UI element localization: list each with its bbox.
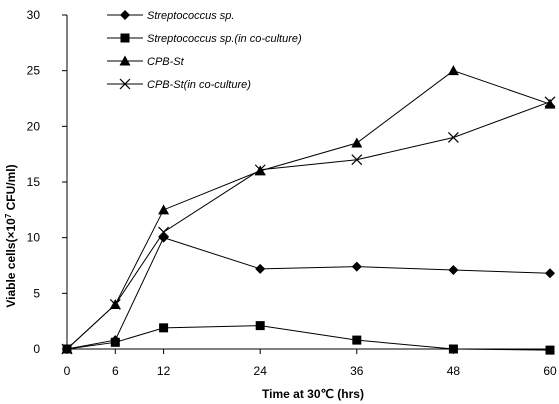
cross-marker xyxy=(109,299,121,310)
cross-marker xyxy=(254,164,266,176)
cross-stroke xyxy=(119,78,131,90)
triangle-marker xyxy=(158,204,170,215)
cross-stroke xyxy=(447,132,459,143)
square-marker xyxy=(352,335,362,345)
cross-stroke xyxy=(109,299,121,310)
axes: 0 5 10 15 20 25 30 0 6 12 24 36 48 60 xyxy=(27,8,557,378)
y-axis-title-suffix: CFU/ml) xyxy=(4,164,18,213)
x-tick-label: 24 xyxy=(254,364,268,378)
series-4 xyxy=(61,96,556,355)
y-axis-title-exponent: 7 xyxy=(4,213,13,218)
cross-stroke xyxy=(544,96,556,108)
series-line xyxy=(66,101,551,350)
series-line xyxy=(66,325,551,351)
cross-stroke xyxy=(254,164,266,176)
square-marker xyxy=(255,321,265,331)
legend-item-3: CPB-St xyxy=(107,55,185,68)
y-tick-label: 5 xyxy=(33,286,40,300)
series-3 xyxy=(61,65,556,354)
x-axis-title: Time at 30℃ (hrs) xyxy=(262,387,364,401)
triangle-marker xyxy=(544,98,556,109)
legend: Streptococcus sp. Streptococcus sp.(in co… xyxy=(107,10,302,91)
x-tick-label: 48 xyxy=(447,364,461,378)
legend-label: Streptococcus sp.(in co-culture) xyxy=(147,33,302,45)
square-marker xyxy=(120,33,130,43)
cross-marker xyxy=(351,154,363,166)
cross-marker xyxy=(447,132,459,143)
cross-marker xyxy=(61,343,73,355)
y-tick-label: 0 xyxy=(33,342,40,356)
square-marker xyxy=(159,323,169,333)
y-tick-label: 20 xyxy=(27,119,41,133)
triangle-marker xyxy=(447,65,459,76)
y-tick-label: 25 xyxy=(27,64,41,78)
legend-label: CPB-St(in co-culture) xyxy=(147,79,251,91)
square-marker xyxy=(110,337,120,347)
diamond-marker xyxy=(351,261,362,272)
legend-item-2: Streptococcus sp.(in co-culture) xyxy=(107,33,302,45)
diamond-marker xyxy=(545,268,555,279)
series-2 xyxy=(62,321,555,355)
triangle-marker xyxy=(119,55,131,66)
x-tick-label: 0 xyxy=(64,364,71,378)
series-line xyxy=(66,70,551,350)
cross-marker xyxy=(119,78,131,90)
x-tick-label: 12 xyxy=(157,364,171,378)
square-marker xyxy=(448,344,458,354)
x-tick-label: 6 xyxy=(112,364,119,378)
series-line xyxy=(66,237,551,350)
x-tick-label: 60 xyxy=(543,364,557,378)
square-marker xyxy=(545,345,555,355)
diamond-marker xyxy=(120,10,130,20)
y-axis-title: Viable cells(×107 CFU/ml) xyxy=(4,164,18,307)
cross-stroke xyxy=(351,154,363,166)
y-tick-label: 10 xyxy=(27,231,41,245)
x-tick-label: 36 xyxy=(350,364,364,378)
y-tick-label: 30 xyxy=(27,8,41,22)
cross-stroke xyxy=(61,343,73,355)
y-tick-label: 15 xyxy=(27,175,41,189)
y-axis-title-prefix: Viable cells(×10 xyxy=(4,218,18,308)
cross-marker xyxy=(158,226,170,238)
series-layer xyxy=(61,65,556,355)
legend-label: Streptococcus sp. xyxy=(147,10,234,22)
diamond-marker xyxy=(448,264,459,275)
legend-item-4: CPB-St(in co-culture) xyxy=(107,78,251,91)
cross-marker xyxy=(544,96,556,108)
triangle-marker xyxy=(351,137,363,148)
cross-stroke xyxy=(158,226,170,238)
diamond-marker xyxy=(255,263,266,274)
legend-label: CPB-St xyxy=(147,56,185,68)
legend-item-1: Streptococcus sp. xyxy=(107,10,234,22)
